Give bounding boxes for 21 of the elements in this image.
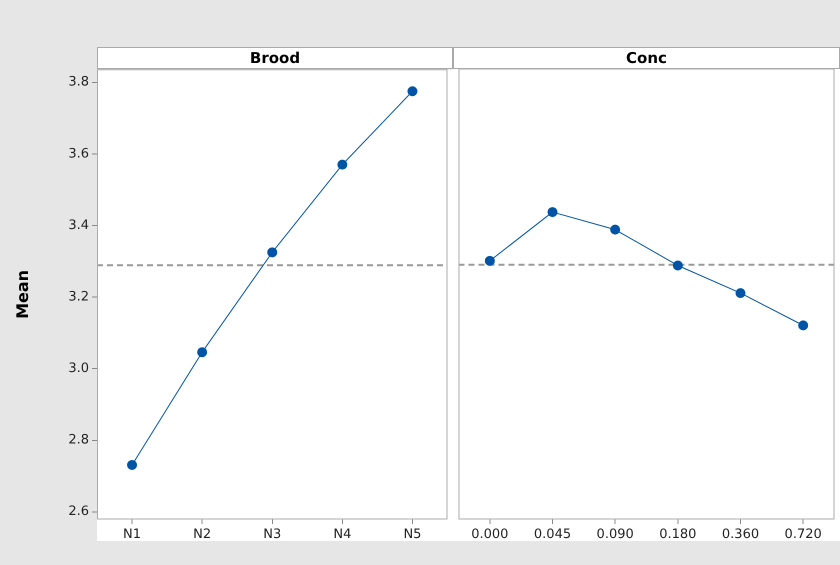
- y-tick-label: 3.4: [68, 218, 89, 233]
- y-tick-label: 3.0: [68, 361, 89, 376]
- x-tick-label: 0.045: [534, 527, 572, 542]
- x-tick-label: 0.000: [471, 527, 508, 542]
- y-tick-label: 2.6: [68, 504, 89, 520]
- x-tick-label: N3: [263, 527, 282, 542]
- x-tick-label: N5: [403, 527, 422, 542]
- x-tick-label: 0.360: [722, 527, 760, 542]
- y-tick-label: 3.6: [68, 146, 89, 162]
- y-tick-label: 3.8: [68, 74, 89, 90]
- y-axis-title: Mean: [12, 270, 32, 319]
- x-tick-label: 0.090: [596, 527, 634, 542]
- chart-title: Conc: [453, 47, 840, 69]
- x-tick-label: 0.180: [659, 527, 696, 542]
- y-tick-label: 2.8: [68, 432, 89, 448]
- x-tick-label: N2: [193, 527, 212, 542]
- x-tick-label: N4: [333, 527, 352, 542]
- x-tick-label: N1: [123, 527, 142, 542]
- chart-title: Brood: [97, 47, 453, 69]
- y-tick-label: 3.2: [68, 289, 89, 304]
- x-tick-label: 0.720: [784, 527, 822, 542]
